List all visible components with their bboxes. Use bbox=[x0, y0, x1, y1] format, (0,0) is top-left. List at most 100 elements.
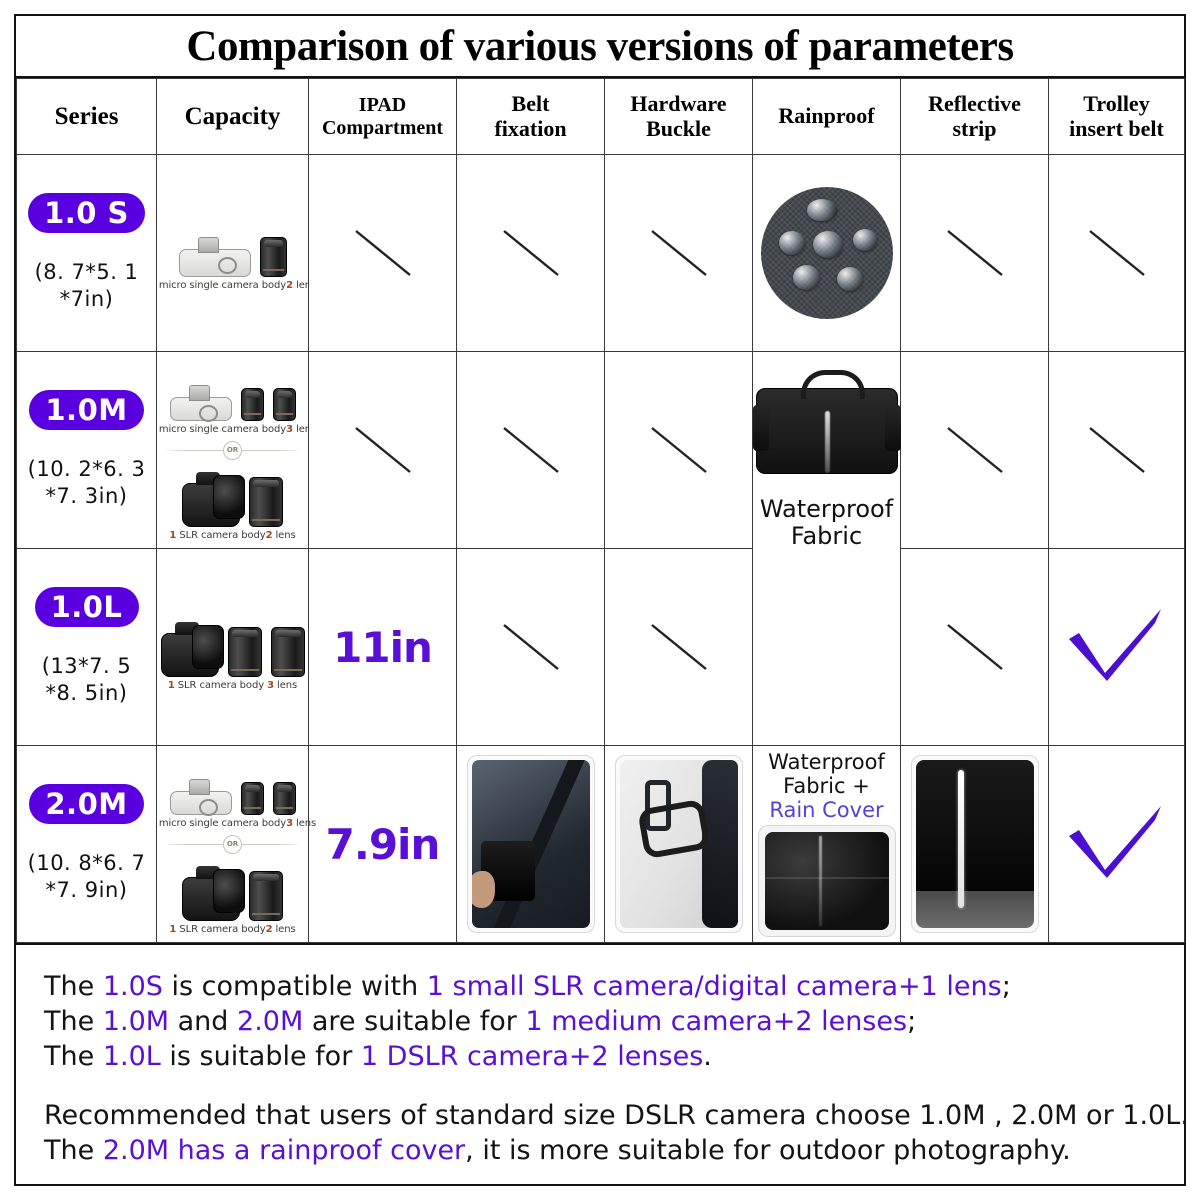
empty-slash-icon bbox=[354, 427, 411, 473]
rain-cover-label: Rain Cover bbox=[769, 797, 884, 822]
lens-icon bbox=[272, 782, 296, 815]
comparison-table: Series Capacity IPAD Compartment Belt fi… bbox=[16, 78, 1185, 943]
series-cell: 1.0 S (8. 7*5. 1 *7in) bbox=[16, 154, 157, 352]
empty-slash-icon bbox=[502, 624, 559, 670]
column-header-belt: Belt fixation bbox=[456, 78, 605, 155]
series-badge: 2.0M bbox=[29, 784, 144, 825]
rain-cover-photo bbox=[757, 824, 896, 937]
empty-slash-icon bbox=[502, 427, 559, 473]
slr-camera-icon bbox=[182, 866, 245, 921]
belt-cell-empty bbox=[456, 154, 605, 352]
trolley-cell-check bbox=[1048, 745, 1185, 943]
gear-illustration bbox=[178, 215, 287, 277]
column-header-reflective: Reflective strip bbox=[900, 78, 1049, 155]
rainproof-cell: Waterproof Fabric bbox=[752, 351, 901, 746]
empty-slash-icon bbox=[946, 230, 1003, 276]
gear-illustration bbox=[169, 359, 296, 422]
series-dimensions: (8. 7*5. 1 *7in) bbox=[34, 260, 139, 311]
ipad-cell: 7.9in bbox=[308, 745, 457, 943]
checkmark-icon bbox=[1068, 609, 1161, 681]
empty-slash-icon bbox=[946, 624, 1003, 670]
column-header-ipad: IPAD Compartment bbox=[308, 78, 457, 155]
reflective-cell-empty bbox=[900, 351, 1049, 549]
series-badge: 1.0L bbox=[34, 587, 139, 628]
footer-line: Recommended that users of standard size … bbox=[44, 1100, 1189, 1132]
column-header-rainproof: Rainproof bbox=[752, 78, 901, 155]
capacity-cell: 1 micro single camera body3 lens OR 1 SL… bbox=[149, 351, 316, 549]
belt-cell-empty bbox=[456, 548, 605, 746]
empty-slash-icon bbox=[354, 230, 411, 276]
gear-illustration bbox=[182, 859, 283, 921]
belt-fixation-photo bbox=[466, 755, 595, 933]
ipad-cell-empty bbox=[308, 351, 457, 549]
capacity-cell: 1 SLR camera body 3 lens bbox=[156, 548, 309, 746]
hardware-cell-empty bbox=[604, 351, 753, 549]
rainproof-cell bbox=[752, 154, 901, 352]
table-header-row: Series Capacity IPAD Compartment Belt fi… bbox=[16, 78, 1185, 155]
empty-slash-icon bbox=[650, 230, 707, 276]
hardware-cell-empty bbox=[604, 154, 753, 352]
gear-illustration bbox=[169, 753, 296, 816]
series-cell: 1.0M (10. 2*6. 3 *7. 3in) bbox=[16, 351, 157, 549]
series-dimensions: (13*7. 5 *8. 5in) bbox=[41, 654, 132, 705]
reflective-strip-photo bbox=[910, 755, 1039, 933]
footer-paragraph-1: The 1.0S is compatible with 1 small SLR … bbox=[44, 969, 1156, 1074]
ipad-cell-empty bbox=[308, 154, 457, 352]
reflective-cell-empty bbox=[900, 548, 1049, 746]
lens-icon bbox=[270, 627, 305, 677]
table-row: 1.0 S (8. 7*5. 1 *7in) 1 micro single ca… bbox=[16, 154, 1185, 352]
capacity-cell: 1 micro single camera body3 lens OR 1 SL… bbox=[149, 745, 316, 943]
table-row: 2.0M (10. 8*6. 7 *7. 9in) 1 micro single bbox=[16, 745, 1185, 943]
lens-icon bbox=[249, 871, 283, 921]
series-badge: 1.0M bbox=[29, 390, 144, 431]
capacity-option: 1 micro single camera body3 lens bbox=[149, 753, 316, 829]
gear-illustration bbox=[182, 465, 283, 527]
belt-cell-photo bbox=[456, 745, 605, 943]
empty-slash-icon bbox=[1088, 230, 1145, 276]
capacity-cell: 1 micro single camera body2 lens bbox=[149, 154, 316, 352]
series-cell: 2.0M (10. 8*6. 7 *7. 9in) bbox=[16, 745, 157, 943]
capacity-option: 1 SLR camera body2 lens bbox=[157, 859, 308, 935]
trolley-cell-empty bbox=[1048, 351, 1185, 549]
lens-icon bbox=[272, 388, 296, 421]
capacity-caption: 1 SLR camera body2 lens bbox=[169, 924, 296, 935]
capacity-option: 1 SLR camera body2 lens bbox=[157, 465, 308, 541]
lens-icon bbox=[249, 477, 283, 527]
waterproof-fabric-droplet-image bbox=[760, 187, 893, 319]
footer-paragraph-2: Recommended that users of standard size … bbox=[44, 1098, 1189, 1168]
or-badge: OR bbox=[223, 440, 242, 460]
reflective-cell-empty bbox=[900, 154, 1049, 352]
footer-line: The 2.0M has a rainproof cover, it is mo… bbox=[44, 1135, 1071, 1167]
capacity-caption: 1 SLR camera body2 lens bbox=[169, 530, 296, 541]
hardware-cell-empty bbox=[604, 548, 753, 746]
empty-slash-icon bbox=[946, 427, 1003, 473]
outer-frame: Comparison of various versions of parame… bbox=[14, 14, 1189, 1186]
trolley-cell-empty bbox=[1048, 154, 1185, 352]
or-divider: OR bbox=[163, 440, 302, 460]
series-dimensions: (10. 8*6. 7 *7. 9in) bbox=[27, 851, 146, 902]
or-badge: OR bbox=[223, 834, 242, 854]
belt-cell-empty bbox=[456, 351, 605, 549]
column-header-capacity: Capacity bbox=[156, 78, 309, 155]
rainproof-label: Waterproof Fabric bbox=[759, 495, 894, 551]
column-header-trolley: Trolley insert belt bbox=[1048, 78, 1185, 155]
rainproof-cell: Waterproof Fabric + Rain Cover bbox=[752, 745, 901, 943]
gear-illustration bbox=[160, 603, 305, 677]
slr-camera-icon bbox=[160, 622, 224, 677]
ipad-size-value: 11in bbox=[333, 622, 433, 672]
capacity-caption: 1 micro single camera body2 lens bbox=[149, 280, 317, 291]
rainproof-label: Waterproof Fabric + Rain Cover bbox=[768, 750, 885, 822]
capacity-caption: 1 SLR camera body 3 lens bbox=[167, 680, 298, 691]
lens-icon bbox=[240, 388, 264, 421]
column-header-hardware: Hardware Buckle bbox=[604, 78, 753, 155]
lens-icon bbox=[259, 237, 287, 277]
footer-line: The 1.0M and 2.0M are suitable for 1 med… bbox=[44, 1006, 917, 1038]
or-divider: OR bbox=[163, 834, 302, 854]
ipad-cell: 11in bbox=[308, 548, 457, 746]
hardware-buckle-photo bbox=[614, 755, 743, 933]
waterproof-bag-image bbox=[752, 370, 901, 474]
lens-icon bbox=[240, 782, 264, 815]
ipad-size-value: 7.9in bbox=[325, 819, 441, 869]
capacity-option: 1 micro single camera body3 lens bbox=[149, 359, 316, 435]
